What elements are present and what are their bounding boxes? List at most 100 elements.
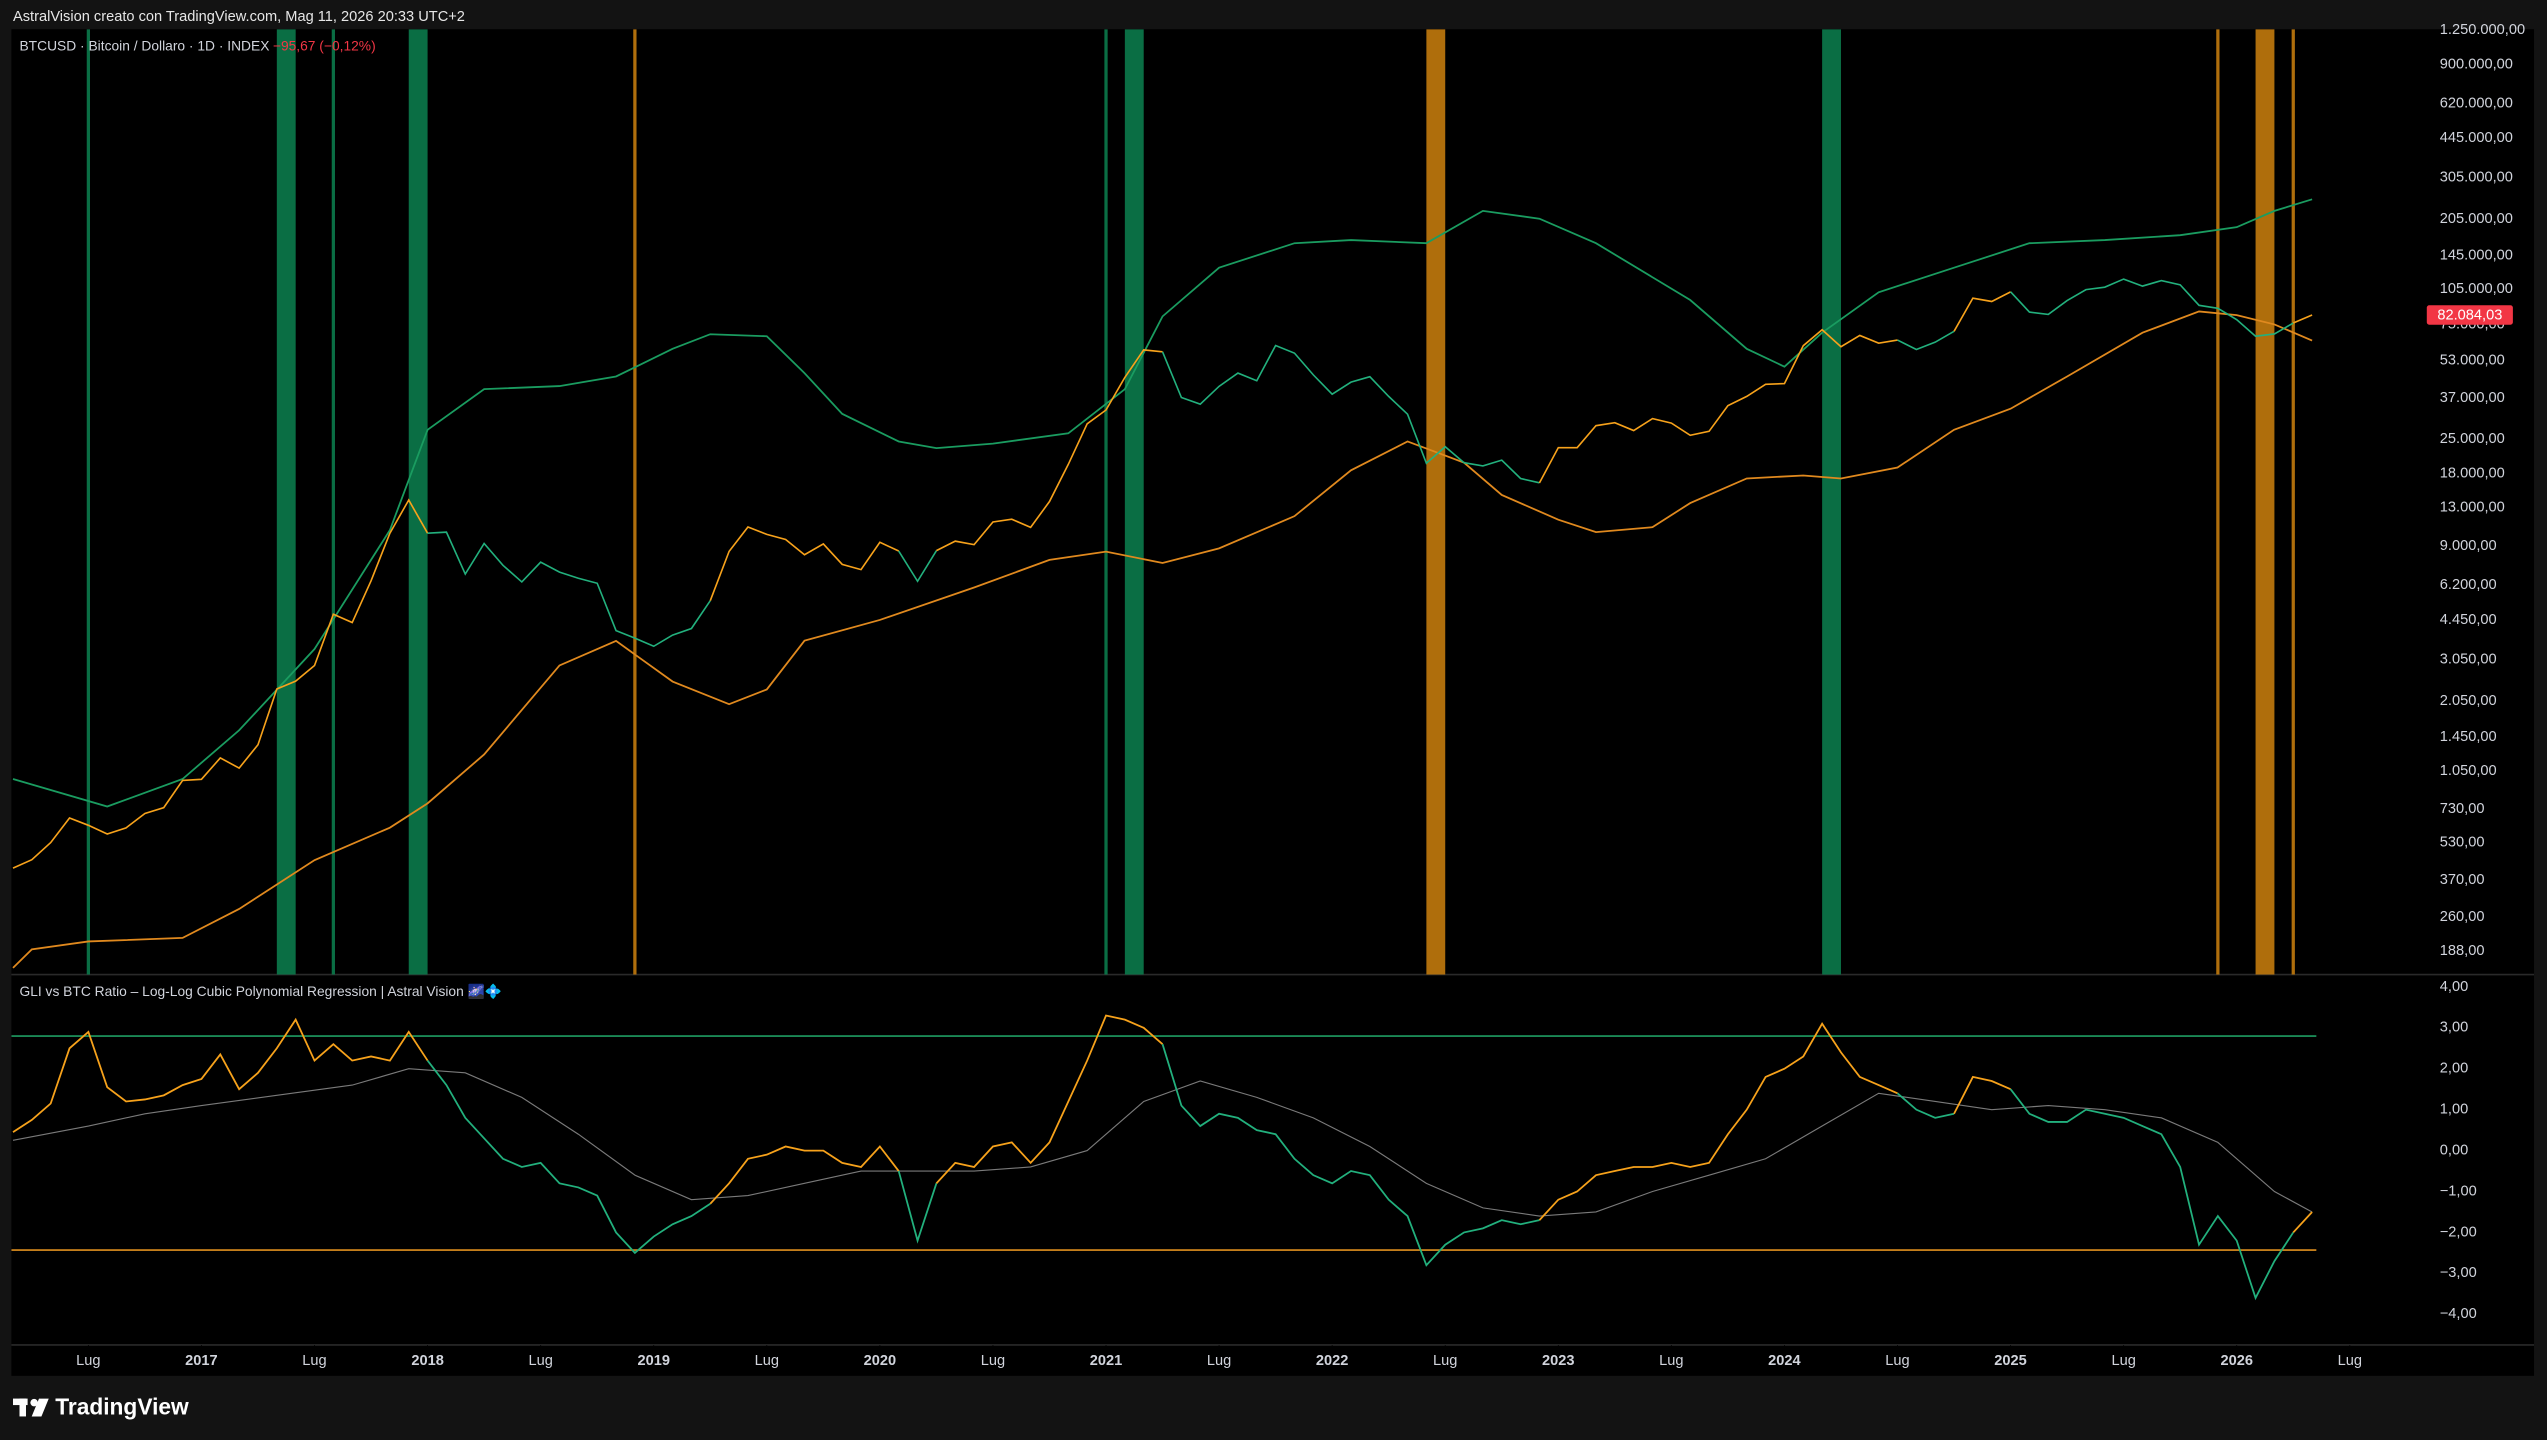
x-tick-label: Lug — [528, 1353, 552, 1369]
y-tick-label: 0,00 — [2440, 1142, 2468, 1158]
y-tick-label: 105.000,00 — [2440, 281, 2513, 297]
y-tick-label: 445.000,00 — [2440, 130, 2513, 146]
line — [12, 310, 2313, 969]
x-tick-label: Lug — [302, 1353, 326, 1369]
logo-part — [31, 1398, 49, 1417]
header-text: AstralVision creato con TradingView.com,… — [13, 9, 465, 25]
oscillator-panel — [11, 1014, 2317, 1301]
line-segment — [2292, 1211, 2313, 1234]
y-tick-label: 145.000,00 — [2440, 247, 2513, 263]
y-tick-label: 188,00 — [2440, 943, 2485, 959]
x-tick-label: 2026 — [2220, 1353, 2253, 1369]
highlight-band — [276, 29, 296, 975]
logo-part — [19, 1398, 26, 1417]
line-segment — [427, 531, 711, 648]
line-segment — [426, 1060, 711, 1255]
x-tick-label: Lug — [76, 1353, 100, 1369]
x-tick-label: 2024 — [1768, 1353, 1801, 1369]
legend-symbol: BTCUSD · Bitcoin / Dollaro · 1D · INDEX — [19, 39, 269, 54]
logo-part — [30, 1398, 38, 1407]
y-tick-label: 13.000,00 — [2440, 500, 2505, 516]
x-tick-label: Lug — [981, 1353, 1005, 1369]
line-segment — [1897, 330, 1955, 351]
brand-name: TradingView — [55, 1393, 189, 1419]
line-segment — [1538, 328, 1898, 484]
line-segment — [2009, 278, 2294, 338]
y-tick-label: 6.200,00 — [2440, 577, 2497, 593]
x-tick-label: Lug — [1659, 1353, 1683, 1369]
x-tick-label: 2019 — [637, 1353, 670, 1369]
line-segment — [935, 1014, 1164, 1184]
y-tick-label: 1,00 — [2440, 1102, 2468, 1118]
line — [12, 198, 2313, 808]
x-tick-label: Lug — [2111, 1353, 2135, 1369]
y-tick-label: 37.000,00 — [2440, 390, 2505, 406]
y-tick-label: 2.050,00 — [2440, 693, 2497, 709]
highlight-band — [2255, 29, 2275, 975]
line-segment — [936, 349, 1163, 552]
price-panel — [12, 29, 2313, 975]
x-tick-label: 2020 — [864, 1353, 897, 1369]
y-tick-label: 260,00 — [2440, 909, 2485, 925]
y-tick-label: 9.000,00 — [2440, 538, 2497, 554]
x-tick-label: Lug — [1207, 1353, 1231, 1369]
highlight-band — [408, 29, 428, 975]
line-segment — [1538, 1022, 1898, 1221]
y-tick-label: −4,00 — [2440, 1306, 2477, 1322]
line-segment — [1953, 1075, 2011, 1115]
line-segment — [1161, 344, 1540, 484]
x-tick-label: Lug — [755, 1353, 779, 1369]
x-tick-label: 2022 — [1316, 1353, 1349, 1369]
line-segment — [12, 1017, 429, 1133]
y-tick-label: 3.050,00 — [2440, 651, 2497, 667]
line-segment — [709, 1145, 900, 1205]
y-tick-label: 900.000,00 — [2440, 56, 2513, 72]
last-price-label: 82.084,03 — [2437, 308, 2502, 324]
y-tick-label: 620.000,00 — [2440, 95, 2513, 111]
x-tick-label: Lug — [1433, 1353, 1457, 1369]
y-tick-label: 3,00 — [2440, 1020, 2468, 1036]
highlight-band — [331, 29, 335, 975]
x-tick-label: 2021 — [1090, 1353, 1123, 1369]
y-tick-label: 18.000,00 — [2440, 466, 2505, 482]
highlight-band — [633, 29, 637, 975]
axes: 1.250.000,00 900.000,00 620.000,00 445.000,… — [76, 22, 2525, 1369]
y-tick-label: 25.000,00 — [2440, 431, 2505, 447]
line-segment — [898, 550, 938, 583]
y-tick-label: 730,00 — [2440, 801, 2485, 817]
line-segment — [1161, 1043, 1540, 1267]
line-segment — [12, 498, 429, 869]
y-tick-label: 305.000,00 — [2440, 170, 2513, 186]
y-tick-label: 2,00 — [2440, 1061, 2468, 1077]
x-tick-label: 2023 — [1542, 1353, 1575, 1369]
legend-change: −95,67 (−0,12%) — [273, 39, 376, 54]
line-segment — [2009, 1088, 2295, 1301]
highlight-band — [2291, 29, 2295, 975]
y-tick-label: 370,00 — [2440, 872, 2485, 888]
x-tick-label: 2018 — [411, 1353, 444, 1369]
highlight-band — [86, 29, 90, 975]
y-tick-label: −2,00 — [2440, 1224, 2477, 1240]
y-tick-label: 205.000,00 — [2440, 211, 2513, 227]
line-segment — [709, 525, 900, 601]
x-tick-label: 2025 — [1994, 1353, 2027, 1369]
chart-area — [11, 29, 2535, 1376]
y-tick-label: 53.000,00 — [2440, 353, 2505, 369]
highlight-band — [1426, 29, 1446, 975]
highlight-band — [1124, 29, 1144, 975]
last-price-tag — [2426, 305, 2513, 325]
y-tick-label: −1,00 — [2440, 1183, 2477, 1199]
y-tick-label: 4,00 — [2440, 979, 2468, 995]
y-tick-label: 1.050,00 — [2440, 763, 2497, 779]
line — [12, 1068, 2313, 1217]
line-segment — [2292, 314, 2313, 324]
highlight-band — [1104, 29, 1108, 975]
highlight-band — [2216, 29, 2220, 975]
brand-logo — [12, 1398, 49, 1417]
x-tick-label: 2017 — [185, 1353, 218, 1369]
y-tick-label: −3,00 — [2440, 1265, 2477, 1281]
line-segment — [897, 1170, 938, 1244]
line-segment — [1953, 291, 2011, 332]
